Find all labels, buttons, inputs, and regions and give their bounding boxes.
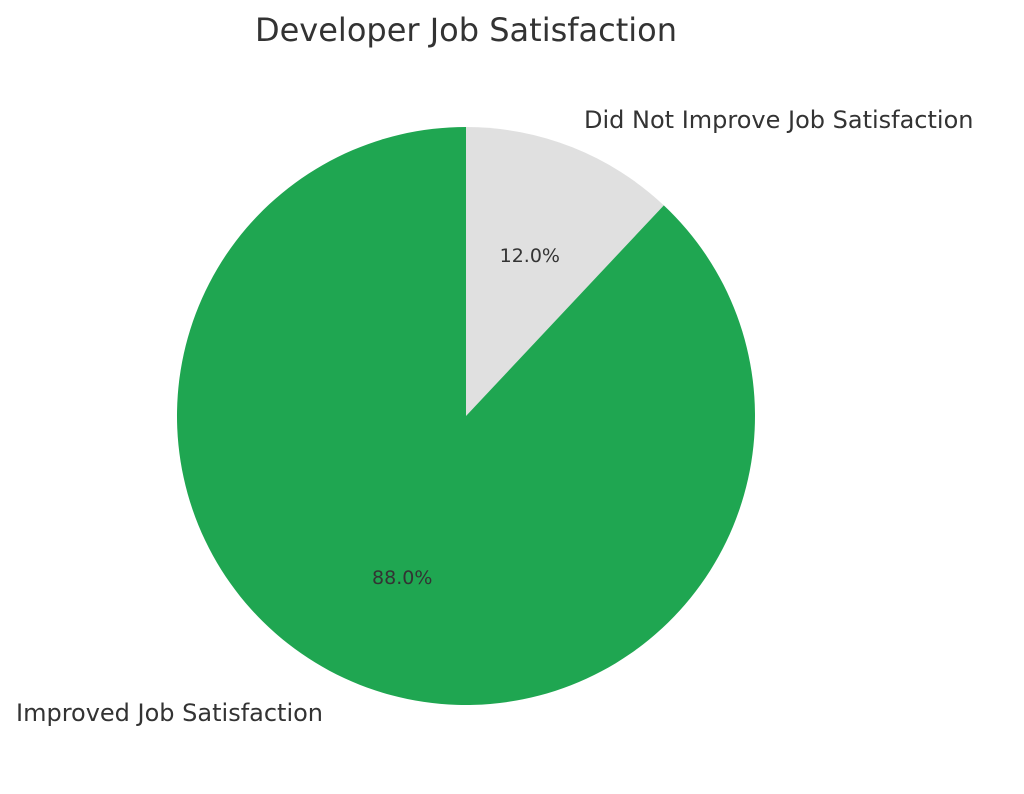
slice-name-label-1: Did Not Improve Job Satisfaction <box>584 106 973 134</box>
slice-name-label-2: Improved Job Satisfaction <box>16 699 323 727</box>
slice-percent-label-1: 12.0% <box>500 245 560 267</box>
pie-slice-2 <box>176 127 755 705</box>
chart-title: Developer Job Satisfaction <box>255 11 677 49</box>
pie-slice-1 <box>466 127 664 416</box>
labels-layer: 12.0% Did Not Improve Job Satisfaction 88.… <box>16 106 973 727</box>
slice-percent-label-2: 88.0% <box>372 567 432 589</box>
slices-layer <box>176 127 755 705</box>
